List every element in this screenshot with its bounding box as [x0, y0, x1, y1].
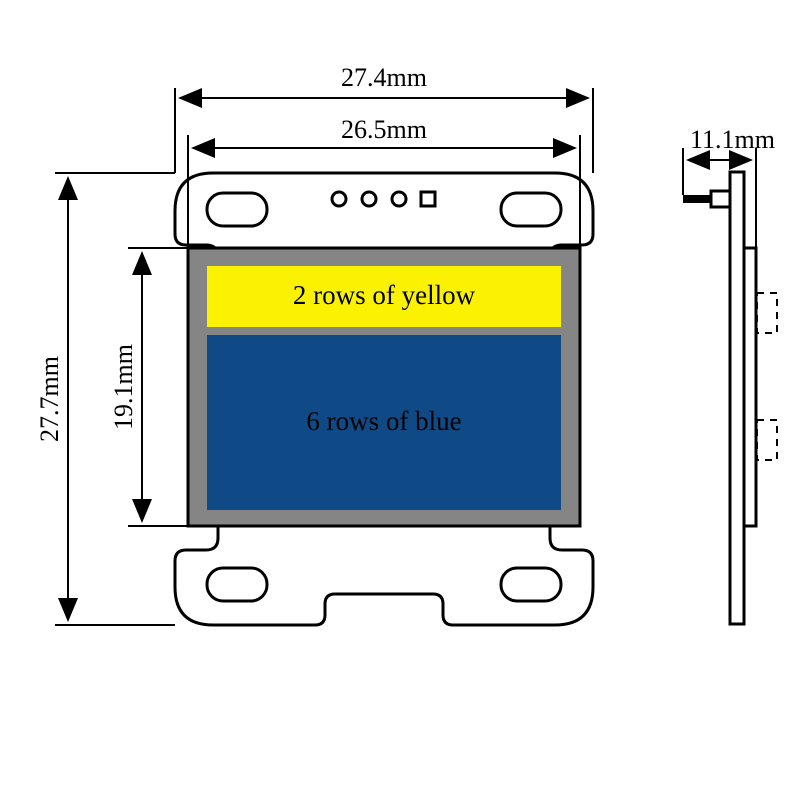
dim-overall-height: 27.7mm — [35, 173, 175, 625]
screen-width-label: 26.5mm — [341, 115, 427, 144]
front-view: 2 rows of yellow 6 rows of blue — [175, 173, 593, 625]
overall-width-label: 27.4mm — [341, 63, 427, 92]
yellow-rows-label: 2 rows of yellow — [293, 280, 476, 310]
screen-height-label: 19.1mm — [109, 344, 138, 430]
side-view — [683, 172, 777, 624]
oled-module-dimension-diagram: 2 rows of yellow 6 rows of blue 27.4mm 2… — [0, 0, 800, 800]
overall-height-label: 27.7mm — [35, 356, 64, 442]
side-depth-label: 11.1mm — [690, 125, 775, 154]
dim-screen-height: 19.1mm — [109, 248, 188, 526]
blue-rows-label: 6 rows of blue — [306, 406, 461, 436]
